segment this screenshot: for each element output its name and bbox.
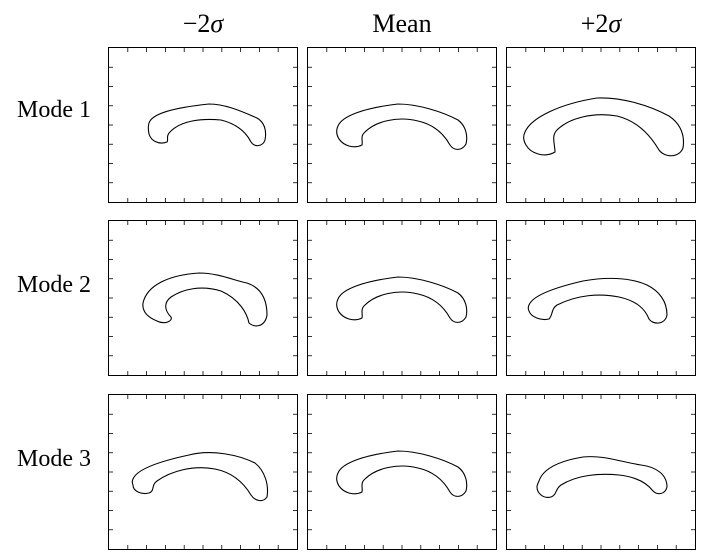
panel-mode-2-minus — [108, 220, 298, 376]
tick-marks — [308, 48, 496, 202]
shape-outline — [336, 276, 468, 323]
column-header-mean: Mean — [307, 4, 497, 44]
shape-outline — [523, 97, 685, 157]
panel-plot — [109, 395, 297, 549]
panel-mode-2-plus — [506, 220, 696, 376]
tick-marks — [109, 395, 297, 549]
column-header-plus-2-sigma: +2σ — [506, 4, 696, 44]
tick-marks — [109, 221, 297, 375]
shape-outline — [527, 277, 668, 324]
column-header-minus-prefix: −2 — [182, 9, 211, 38]
panel-plot — [507, 221, 695, 375]
tick-marks — [109, 48, 297, 202]
shape-outline — [131, 452, 269, 502]
shape-outline — [142, 272, 268, 327]
panel-mode-2-mean — [307, 220, 497, 376]
panel-plot — [109, 221, 297, 375]
tick-marks — [308, 395, 496, 549]
panel-plot — [109, 48, 297, 202]
panel-plot — [507, 395, 695, 549]
column-header-minus-sigma: σ — [210, 9, 224, 38]
shape-outline — [536, 456, 668, 498]
column-header-plus-sigma: σ — [608, 9, 622, 38]
panel-mode-3-minus — [108, 394, 298, 550]
panel-mode-1-mean — [307, 47, 497, 203]
panel-mode-3-mean — [307, 394, 497, 550]
panel-plot — [308, 48, 496, 202]
panel-plot — [308, 221, 496, 375]
shape-outline — [147, 103, 267, 147]
tick-marks — [507, 395, 695, 549]
tick-marks — [308, 221, 496, 375]
panel-plot — [308, 395, 496, 549]
shape-outline — [336, 103, 468, 150]
column-header-minus-2-sigma: −2σ — [108, 4, 298, 44]
row-label-mode-3: Mode 3 — [17, 446, 91, 472]
panel-mode-1-plus — [506, 47, 696, 203]
row-label-mode-1: Mode 1 — [17, 97, 91, 123]
column-header-plus-prefix: +2 — [580, 9, 609, 38]
panel-plot — [507, 48, 695, 202]
row-label-mode-2: Mode 2 — [17, 272, 91, 298]
panel-mode-3-plus — [506, 394, 696, 550]
panel-mode-1-minus — [108, 47, 298, 203]
tick-marks — [507, 48, 695, 202]
column-header-mean-label: Mean — [372, 9, 432, 38]
shape-outline — [336, 450, 468, 497]
tick-marks — [507, 221, 695, 375]
